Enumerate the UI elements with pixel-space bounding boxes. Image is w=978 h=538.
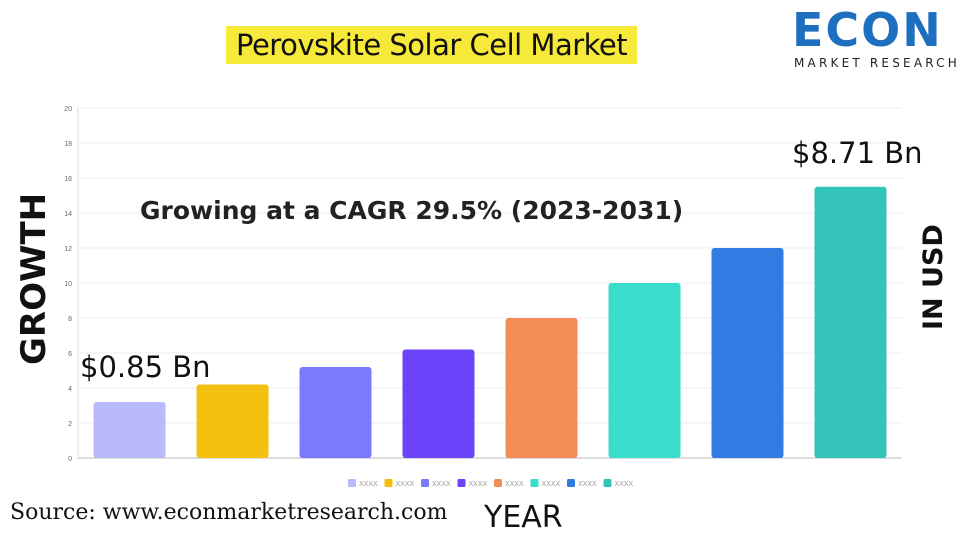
y-tick-label: 16 — [64, 176, 72, 183]
y-tick-label: 8 — [68, 316, 72, 323]
x-axis-label: YEAR — [484, 500, 563, 535]
bar — [402, 349, 475, 458]
y-tick-label: 2 — [68, 421, 72, 428]
legend-swatch — [457, 479, 466, 487]
legend-label: XXXX — [578, 481, 597, 488]
legend-label: XXXX — [359, 481, 378, 488]
legend-swatch — [603, 479, 612, 487]
bar — [196, 384, 269, 458]
y-tick-label: 0 — [68, 456, 72, 463]
source-text: Source: www.econmarketresearch.com — [10, 500, 448, 525]
legend-swatch — [567, 479, 575, 487]
y-tick-label: 6 — [68, 351, 72, 358]
legend-label: XXXX — [542, 481, 561, 488]
bar — [814, 186, 887, 458]
y-tick-label: 12 — [64, 246, 72, 253]
legend-label: XXXX — [396, 481, 415, 488]
bar — [299, 367, 372, 458]
legend-swatch — [494, 479, 502, 487]
y-tick-label: 4 — [68, 386, 72, 393]
start-value-annotation: $0.85 Bn — [80, 350, 211, 384]
legend-label: XXXX — [432, 481, 451, 488]
legend-label: XXXX — [505, 481, 524, 488]
bar — [93, 402, 166, 458]
legend-swatch — [421, 479, 429, 487]
legend-swatch — [384, 479, 393, 487]
legend-label: XXXX — [469, 481, 488, 488]
legend-label: XXXX — [615, 481, 634, 488]
y-tick-label: 10 — [64, 281, 72, 288]
logo-word: ECON — [792, 3, 943, 57]
logo-subtitle: MARKET RESEARCH — [794, 56, 960, 70]
legend-swatch — [530, 479, 539, 487]
bar — [505, 318, 578, 458]
bar — [711, 248, 784, 458]
y-tick-label: 14 — [64, 211, 72, 218]
bar — [608, 283, 681, 458]
y-tick-label: 20 — [64, 106, 72, 113]
legend-swatch — [348, 479, 356, 487]
econ-logo: ECON MARKET RESEARCH — [792, 4, 972, 74]
chart-title: Perovskite Solar Cell Market — [226, 26, 638, 64]
cagr-annotation: Growing at a CAGR 29.5% (2023-2031) — [140, 196, 684, 225]
y-tick-label: 18 — [64, 141, 72, 148]
end-value-annotation: $8.71 Bn — [792, 136, 923, 170]
